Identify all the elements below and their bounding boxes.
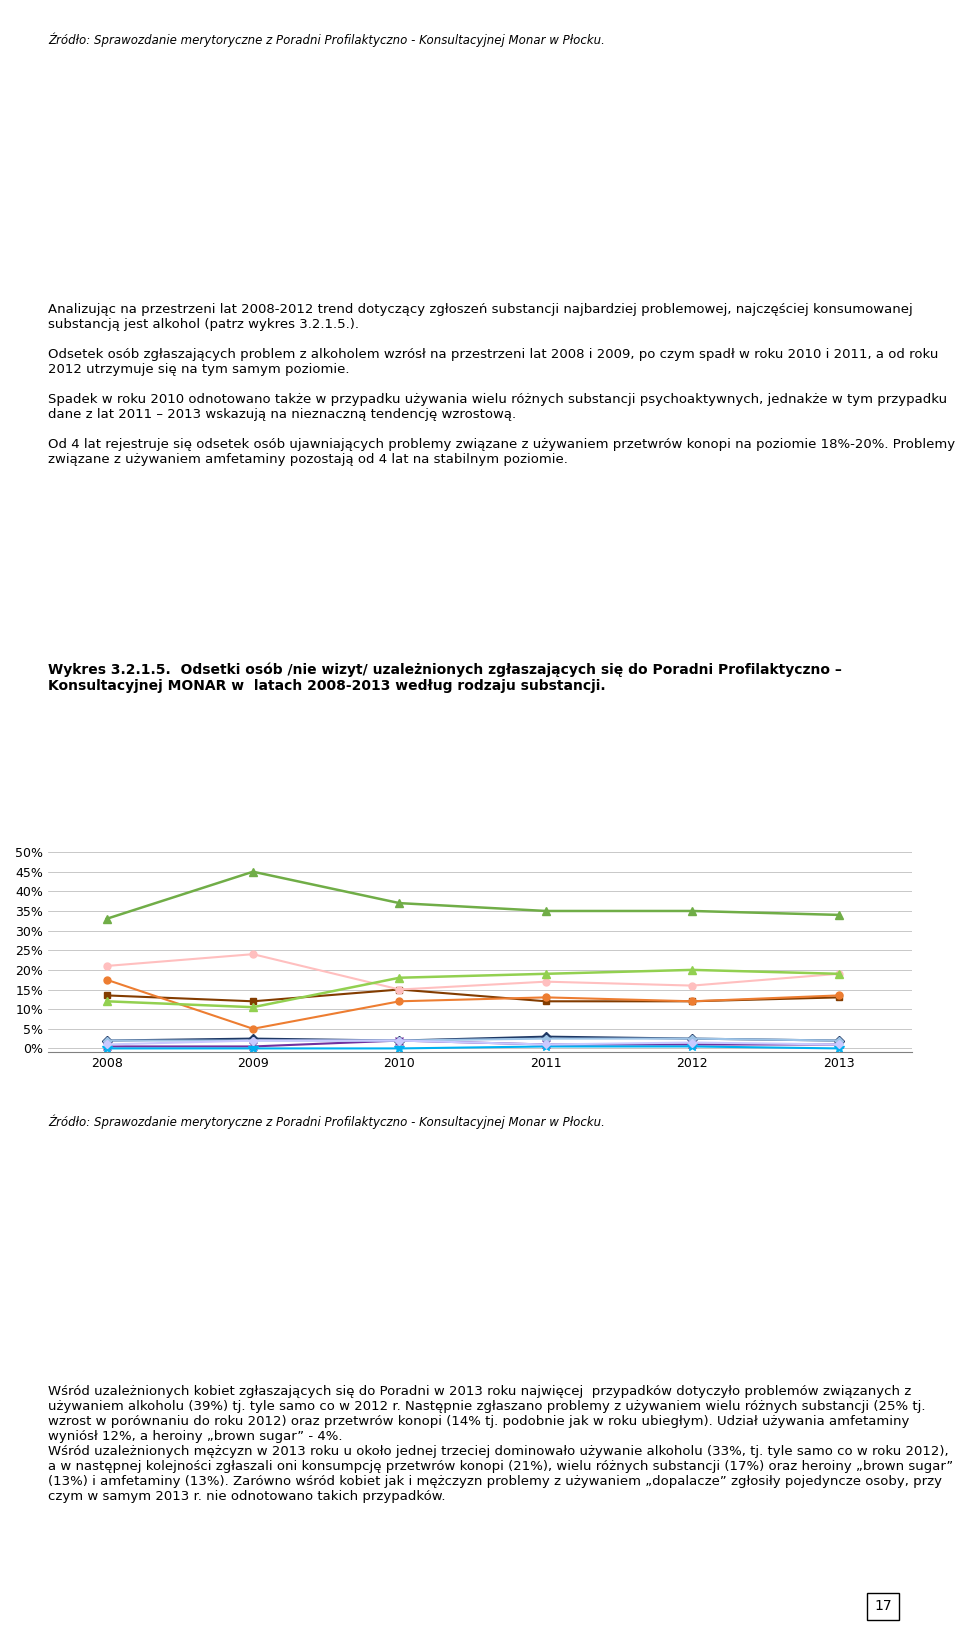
Wziewne <box>394 1031 405 1050</box>
Wziewne <box>540 1029 552 1049</box>
Heroina „Brown sugar” <box>540 992 552 1011</box>
Heroina „Brown sugar” <box>101 985 112 1005</box>
Alkohol <box>540 964 552 984</box>
Wziewne <box>248 1031 259 1050</box>
Kokaina <box>686 1037 698 1057</box>
Text: 17: 17 <box>875 1600 892 1613</box>
Line: Amfetamina: Amfetamina <box>103 976 842 1033</box>
Przetwory konopi <box>394 893 405 912</box>
Amfetamina <box>248 1020 259 1039</box>
Heroina „Brown sugar” <box>686 992 698 1011</box>
Heroina „Brown sugar” <box>833 987 845 1006</box>
Amfetamina <box>686 992 698 1011</box>
Text: Źródło: Sprawozdanie merytoryczne z Poradni Profilaktyczno - Konsultacyjnej Mona: Źródło: Sprawozdanie merytoryczne z Pora… <box>48 33 605 47</box>
Text: Wśród uzależnionych kobiet zgłaszających się do Poradni w 2013 roku najwięcej  p: Wśród uzależnionych kobiet zgłaszających… <box>48 1385 953 1504</box>
Mieszane <box>540 972 552 992</box>
Amfetamina <box>394 992 405 1011</box>
Barbiturany/inne leki
nasenne/uspokajające <box>833 1034 845 1054</box>
Amfetamina <box>833 985 845 1005</box>
Alkohol <box>394 967 405 987</box>
Wziewne <box>833 1031 845 1050</box>
Heroina „Brown sugar” <box>248 992 259 1011</box>
Heroina iniekcyjnie <box>394 1031 405 1050</box>
Kokaina <box>833 1039 845 1059</box>
Mieszane <box>101 956 112 976</box>
Mieszane <box>248 945 259 964</box>
Przetwory konopi <box>686 901 698 920</box>
Wziewne <box>101 1031 112 1050</box>
Line: Kokaina: Kokaina <box>102 1042 844 1054</box>
Kokaina <box>540 1037 552 1057</box>
Alkohol <box>248 997 259 1016</box>
Przetwory konopi <box>101 909 112 928</box>
Barbiturany/inne leki
nasenne/uspokajające <box>394 1031 405 1050</box>
Inne - dopalacze <box>686 1033 698 1052</box>
Line: Przetwory konopi: Przetwory konopi <box>103 868 843 924</box>
Mieszane <box>833 964 845 984</box>
Mieszane <box>686 976 698 995</box>
Line: Mieszane: Mieszane <box>103 951 842 993</box>
Przetwory konopi <box>248 862 259 881</box>
Kokaina <box>101 1039 112 1059</box>
Barbiturany/inne leki
nasenne/uspokajające <box>540 1034 552 1054</box>
Line: Heroina iniekcyjnie: Heroina iniekcyjnie <box>103 1033 842 1044</box>
Barbiturany/inne leki
nasenne/uspokajające <box>686 1034 698 1054</box>
Line: Alkohol: Alkohol <box>103 966 843 1011</box>
Text: Źródło: Sprawozdanie merytoryczne z Poradni Profilaktyczno - Konsultacyjnej Mona: Źródło: Sprawozdanie merytoryczne z Pora… <box>48 1115 605 1130</box>
Line: Wziewne: Wziewne <box>104 1036 842 1044</box>
Text: Analizując na przestrzeni lat 2008-2012 trend dotyczący zgłoszeń substancji najb: Analizując na przestrzeni lat 2008-2012 … <box>48 302 955 467</box>
Heroina iniekcyjnie <box>686 1029 698 1049</box>
Text: Wykres 3.2.1.5.  Odsetki osób /nie wizyt/ uzależnionych zgłaszających się do Por: Wykres 3.2.1.5. Odsetki osób /nie wizyt/… <box>48 662 842 693</box>
Line: Barbiturany/inne leki
nasenne/uspokajające: Barbiturany/inne leki nasenne/uspokajają… <box>103 1036 843 1050</box>
Alkohol <box>101 992 112 1011</box>
Heroina „Brown sugar” <box>394 980 405 1000</box>
Line: Inne - dopalacze: Inne - dopalacze <box>104 1037 842 1047</box>
Przetwory konopi <box>540 901 552 920</box>
Heroina iniekcyjnie <box>540 1028 552 1047</box>
Inne - dopalacze <box>248 1031 259 1050</box>
Amfetamina <box>101 971 112 990</box>
Line: Heroina „Brown sugar”: Heroina „Brown sugar” <box>103 985 842 1005</box>
Przetwory konopi <box>833 906 845 925</box>
Barbiturany/inne leki
nasenne/uspokajające <box>248 1037 259 1057</box>
Amfetamina <box>540 987 552 1006</box>
Wziewne <box>686 1029 698 1049</box>
Heroina iniekcyjnie <box>248 1029 259 1049</box>
Kokaina <box>394 1039 405 1059</box>
Mieszane <box>394 980 405 1000</box>
Barbiturany/inne leki
nasenne/uspokajające <box>101 1037 112 1057</box>
Inne - dopalacze <box>394 1031 405 1050</box>
Inne - dopalacze <box>833 1034 845 1054</box>
Alkohol <box>686 959 698 979</box>
Alkohol <box>833 964 845 984</box>
Heroina iniekcyjnie <box>833 1031 845 1050</box>
Inne - dopalacze <box>540 1034 552 1054</box>
Kokaina <box>248 1039 259 1059</box>
Inne - dopalacze <box>101 1034 112 1054</box>
Heroina iniekcyjnie <box>101 1031 112 1050</box>
